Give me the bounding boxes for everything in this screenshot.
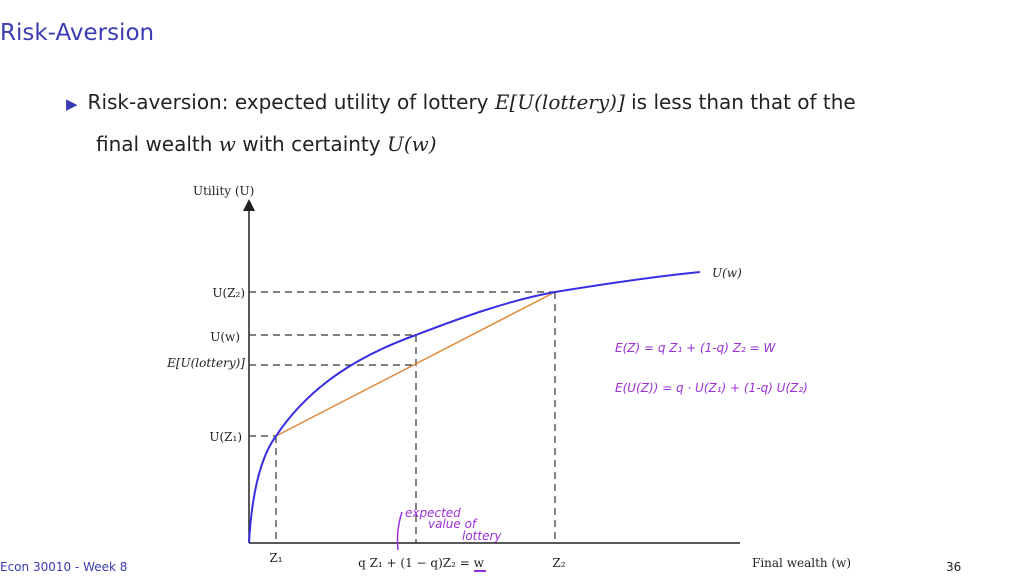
x-label: q Z₁ + (1 − q)Z₂ = w	[358, 556, 485, 570]
bullet: ▶ Risk-aversion: expected utility of lott…	[66, 82, 946, 164]
curve-label: U(w)	[712, 266, 742, 280]
x-axis-label: Final wealth (w)	[752, 556, 851, 570]
y-label: E[U(lottery)]	[166, 356, 245, 370]
guides	[249, 291, 556, 543]
x-label: Z₁	[269, 551, 282, 565]
handwritten-eq: E(U(Z)) = q · U(Z₁) + (1-q) U(Z₂)	[615, 381, 808, 395]
note-bracket	[396, 511, 403, 551]
bullet-marker: ▶	[66, 95, 78, 113]
note-line: value of	[428, 517, 478, 531]
text: with certainty	[242, 132, 381, 156]
math: w	[218, 132, 236, 156]
math: E[U(lottery)]	[494, 90, 625, 114]
x-label: Z₂	[552, 556, 565, 570]
handwritten-note: expected value of lottery	[396, 506, 502, 572]
text: is less than that of the	[631, 90, 856, 114]
slide-title: Risk-Aversion	[0, 20, 155, 46]
chord	[275, 291, 556, 437]
y-axis-label: Utility (U)	[193, 184, 254, 198]
y-label: U(Z₁)	[209, 430, 242, 444]
math: U(w)	[386, 132, 437, 156]
handwritten-eq: E(Z) = q Z₁ + (1-q) Z₂ = W	[615, 341, 776, 355]
y-label: U(Z₂)	[212, 286, 245, 300]
text: Risk-aversion: expected utility of lotte…	[87, 90, 489, 114]
page-number: 36	[946, 560, 962, 574]
text: final wealth	[96, 132, 213, 156]
footer-course: Econ 30010 - Week 8	[0, 560, 128, 574]
note-line: lottery	[462, 529, 502, 543]
utility-curve	[248, 271, 701, 544]
note-line: expected	[405, 506, 461, 520]
y-label: U(w)	[210, 330, 240, 344]
